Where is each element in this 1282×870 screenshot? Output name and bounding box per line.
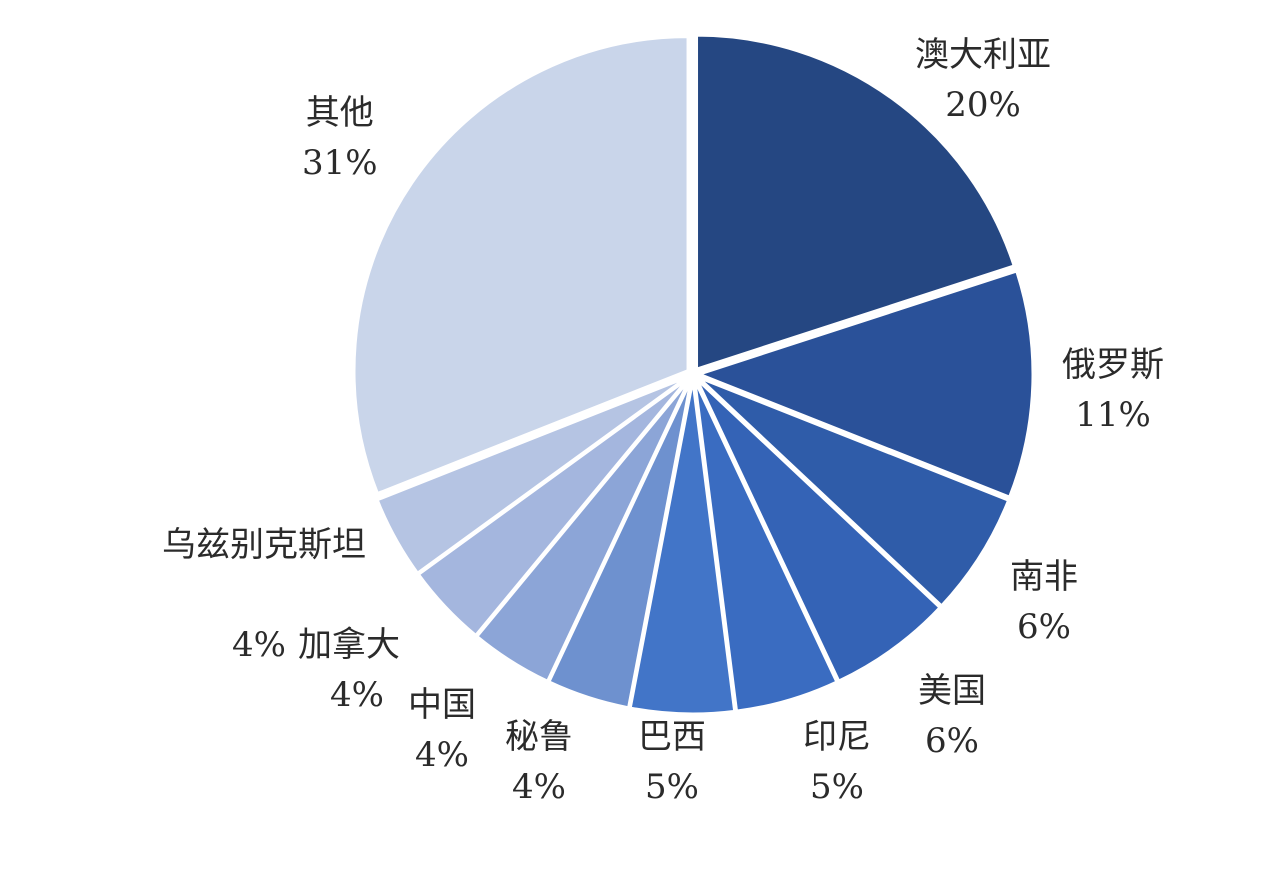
label-china: 中国 4% (408, 680, 476, 780)
label-uzbekistan-name: 乌兹别克斯坦 (162, 520, 372, 570)
slice-label-name: 巴西 (638, 717, 706, 757)
label-peru: 秘鲁 4% (505, 712, 573, 812)
pie-slice (628, 379, 737, 716)
slice-label-value: 5% (810, 767, 864, 807)
label-indonesia: 印尼 5% (803, 712, 871, 812)
label-canada-name: 加拿大 (298, 620, 400, 670)
slice-label-value: 6% (925, 721, 979, 761)
slice-label-name: 美国 (918, 671, 986, 711)
slice-label-value: 6% (1017, 607, 1071, 647)
label-australia: 澳大利亚 20% (915, 30, 1051, 130)
label-russia: 俄罗斯 11% (1062, 340, 1164, 440)
slice-label-value: 5% (645, 767, 699, 807)
label-brazil: 巴西 5% (638, 712, 706, 812)
slice-label-name: 其他 (305, 93, 374, 133)
slice-label-value: 11% (1075, 395, 1151, 435)
slice-label-value: 31% (302, 143, 378, 183)
slice-label-value: 4% (232, 625, 286, 665)
label-others: 其他 31% (302, 88, 378, 188)
pie-slice (546, 379, 693, 710)
slice-label-name: 加拿大 (298, 625, 400, 665)
label-canada-value: 4% (330, 670, 384, 720)
slice-label-value: 20% (945, 85, 1021, 125)
pie-slice (694, 269, 1035, 500)
slice-label-value: 4% (330, 675, 384, 715)
pie-slice (695, 377, 943, 684)
label-uzbekistan-value: 4% (232, 620, 286, 670)
slice-label-name: 澳大利亚 (915, 35, 1051, 75)
pie-slice (697, 375, 1011, 608)
pie-slice (474, 378, 692, 684)
pie-slice (695, 33, 1017, 372)
slice-label-value: 4% (415, 735, 469, 775)
slice-label-name: 中国 (408, 685, 476, 725)
label-south-africa: 南非 6% (1010, 552, 1078, 652)
pie-slice (416, 376, 690, 638)
slice-label-name: 秘鲁 (505, 717, 573, 757)
pie-slice (693, 379, 839, 713)
slice-label-value: 4% (512, 767, 566, 807)
pie-slice (375, 375, 689, 576)
label-usa: 美国 6% (918, 666, 986, 766)
slice-label-name: 印尼 (803, 717, 871, 757)
slice-label-name: 南非 (1010, 557, 1078, 597)
slice-label-name: 乌兹别克斯坦 (162, 525, 366, 565)
slice-label-name: 俄罗斯 (1062, 345, 1164, 385)
pie-slice (352, 35, 690, 496)
